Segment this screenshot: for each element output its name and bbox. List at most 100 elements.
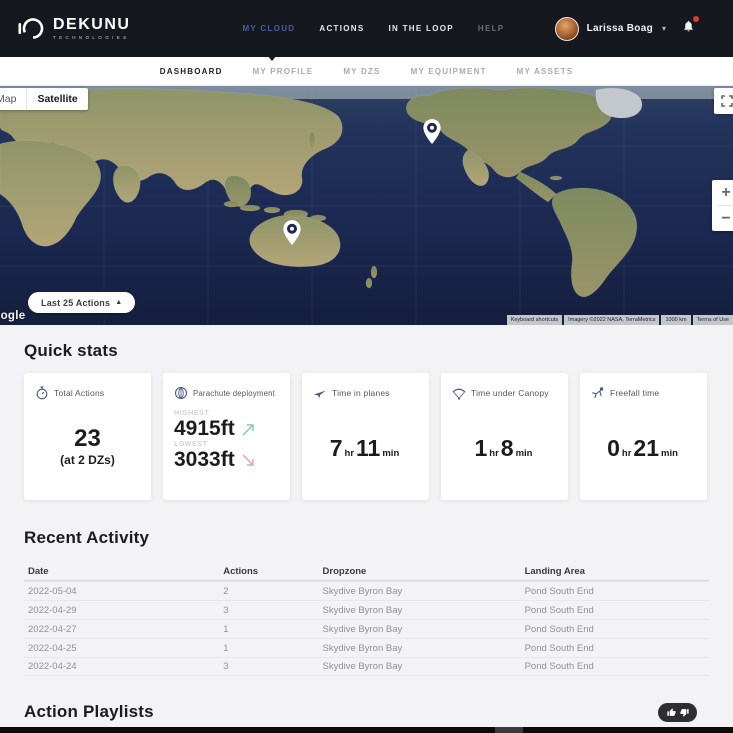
brand-tagline: TECHNOLOGIES bbox=[53, 34, 130, 40]
highest-value: 4915ft bbox=[174, 417, 235, 440]
time-under-canopy-value: 1 hr8 min bbox=[474, 435, 533, 461]
action-playlists-title: Action Playlists bbox=[24, 702, 154, 721]
cell-dropzone: Skydive Byron Bay bbox=[322, 604, 403, 616]
cell-landing-area: Pond South End bbox=[524, 661, 594, 672]
quick-stats-title: Quick stats bbox=[24, 341, 118, 360]
total-actions-value: 23 bbox=[74, 425, 101, 452]
top-header: DEKUNU TECHNOLOGIES MY CLOUD ACTIONS IN … bbox=[0, 0, 733, 61]
table-row[interactable]: 2022-04-27 1 Skydive Byron Bay Pond Sout… bbox=[24, 619, 709, 638]
cell-dropzone: Skydive Byron Bay bbox=[322, 642, 403, 654]
nav-actions[interactable]: ACTIONS bbox=[319, 24, 365, 33]
table-header-row: Date Actions Dropzone Landing Area bbox=[24, 563, 709, 581]
cell-date: 2022-04-27 bbox=[28, 623, 77, 635]
chevron-down-icon: ▾ bbox=[661, 24, 666, 33]
page-bottom-bar bbox=[0, 727, 733, 733]
cell-dropzone: Skydive Byron Bay bbox=[322, 623, 403, 635]
thumbs-down-icon[interactable] bbox=[679, 708, 689, 717]
stat-label: Time under Canopy bbox=[471, 388, 549, 398]
tab-my-equipment[interactable]: MY EQUIPMENT bbox=[410, 66, 487, 76]
map-pin-icon[interactable] bbox=[419, 118, 445, 145]
notification-badge bbox=[693, 16, 699, 22]
stat-card-freefall-time: Freefall time 0 hr21 min bbox=[580, 373, 707, 500]
stopwatch-icon bbox=[36, 386, 48, 400]
google-logo: Google bbox=[0, 310, 26, 322]
lowest-value: 3033ft bbox=[174, 448, 235, 472]
map-scale: 1000 km bbox=[661, 315, 691, 325]
time-in-planes-value: 7 hr11 min bbox=[329, 435, 400, 461]
table-row[interactable]: 2022-04-29 3 Skydive Byron Bay Pond Sout… bbox=[24, 600, 709, 619]
actions-filter-button[interactable]: Last 25 Actions ▲ bbox=[28, 292, 136, 313]
world-satellite-image bbox=[0, 86, 733, 325]
top-nav: MY CLOUD ACTIONS IN THE LOOP HELP bbox=[242, 24, 504, 33]
imagery-credit: Imagery ©2022 NASA, TerraMetrics bbox=[564, 315, 660, 325]
rating-buttons[interactable] bbox=[658, 702, 697, 722]
table-row[interactable]: 2022-04-25 1 Skydive Byron Bay Pond Sout… bbox=[24, 638, 709, 657]
freefall-time-value: 0 hr21 min bbox=[607, 435, 678, 461]
total-actions-sub: (at 2 DZs) bbox=[60, 453, 115, 467]
thumbs-up-icon[interactable] bbox=[666, 707, 676, 717]
cell-date: 2022-04-25 bbox=[28, 642, 77, 654]
stat-label: Freefall time bbox=[610, 388, 660, 398]
trend-down-icon bbox=[242, 454, 254, 466]
map-zoom-control: + − bbox=[712, 180, 733, 231]
brand-logo[interactable]: DEKUNU TECHNOLOGIES bbox=[18, 15, 130, 42]
canopy-icon bbox=[452, 388, 466, 400]
cell-dropzone: Skydive Byron Bay bbox=[322, 661, 403, 672]
cell-date: 2022-04-24 bbox=[28, 661, 77, 672]
cell-date: 2022-04-29 bbox=[28, 604, 77, 616]
map-type-toggle: Map Satellite bbox=[0, 88, 88, 110]
cell-actions: 3 bbox=[223, 661, 229, 672]
stat-label: Parachute deployment bbox=[193, 388, 276, 398]
stat-label: Time in planes bbox=[332, 388, 390, 398]
user-menu[interactable]: Larissa Boag ▾ bbox=[554, 16, 699, 41]
stat-card-time-in-planes: Time in planes 7 hr11 min bbox=[302, 373, 429, 500]
notifications-button[interactable] bbox=[682, 16, 699, 38]
map-attribution: Keyboard shortcuts Imagery ©2022 NASA, T… bbox=[506, 315, 733, 325]
nav-my-cloud[interactable]: MY CLOUD bbox=[242, 24, 296, 33]
actions-filter-label: Last 25 Actions bbox=[41, 297, 111, 308]
zoom-in-button[interactable]: + bbox=[721, 183, 731, 201]
col-date: Date bbox=[28, 566, 49, 577]
keyboard-shortcuts-link[interactable]: Keyboard shortcuts bbox=[506, 315, 563, 325]
brand-name: DEKUNU bbox=[53, 15, 131, 33]
col-actions: Actions bbox=[223, 566, 259, 577]
fullscreen-icon bbox=[721, 95, 733, 107]
tab-my-assets[interactable]: MY ASSETS bbox=[516, 66, 574, 76]
table-row[interactable]: 2022-04-24 3 Skydive Byron Bay Pond Sout… bbox=[24, 657, 709, 676]
caret-up-icon: ▲ bbox=[115, 299, 123, 306]
action-playlists-header: Action Playlists bbox=[24, 702, 709, 722]
cell-actions: 3 bbox=[223, 604, 229, 616]
zoom-out-button[interactable]: − bbox=[721, 209, 731, 227]
recent-activity-title: Recent Activity bbox=[24, 528, 150, 547]
cell-landing-area: Pond South End bbox=[524, 585, 594, 597]
nav-help[interactable]: HELP bbox=[477, 24, 505, 33]
cell-landing-area: Pond South End bbox=[524, 604, 594, 616]
cell-actions: 1 bbox=[223, 623, 229, 635]
freefall-icon bbox=[592, 387, 604, 399]
lowest-label: LOWEST bbox=[174, 441, 208, 449]
map-view-button[interactable]: Map bbox=[0, 93, 17, 105]
nav-in-the-loop[interactable]: IN THE LOOP bbox=[388, 24, 454, 33]
stat-label: Total Actions bbox=[54, 388, 105, 398]
cell-landing-area: Pond South End bbox=[524, 642, 594, 654]
page-bottom-notch bbox=[495, 727, 523, 733]
terms-link[interactable]: Terms of Use bbox=[692, 315, 733, 325]
user-name: Larissa Boag bbox=[586, 23, 653, 34]
table-row[interactable]: 2022-05-04 2 Skydive Byron Bay Pond Sout… bbox=[24, 581, 709, 600]
map-fullscreen-button[interactable] bbox=[714, 88, 733, 114]
tab-dashboard[interactable]: DASHBOARD bbox=[159, 66, 223, 76]
avatar[interactable] bbox=[554, 16, 579, 41]
cell-actions: 2 bbox=[223, 585, 229, 597]
col-landing-area: Landing Area bbox=[524, 566, 585, 577]
stat-card-time-under-canopy: Time under Canopy 1 hr8 min bbox=[441, 373, 568, 500]
map-pin-icon[interactable] bbox=[279, 219, 305, 246]
tab-my-profile[interactable]: MY PROFILE bbox=[252, 66, 314, 76]
recent-activity-table: Date Actions Dropzone Landing Area 2022-… bbox=[24, 563, 709, 676]
cell-landing-area: Pond South End bbox=[524, 623, 594, 635]
actions-map[interactable]: Map Satellite + − Last 25 Actions ▲ Goog… bbox=[0, 86, 733, 325]
tab-my-dzs[interactable]: MY DZS bbox=[343, 66, 381, 76]
map-toggle-divider bbox=[26, 88, 28, 110]
satellite-view-button[interactable]: Satellite bbox=[37, 93, 78, 105]
cell-actions: 1 bbox=[223, 642, 229, 654]
cell-dropzone: Skydive Byron Bay bbox=[322, 585, 403, 597]
